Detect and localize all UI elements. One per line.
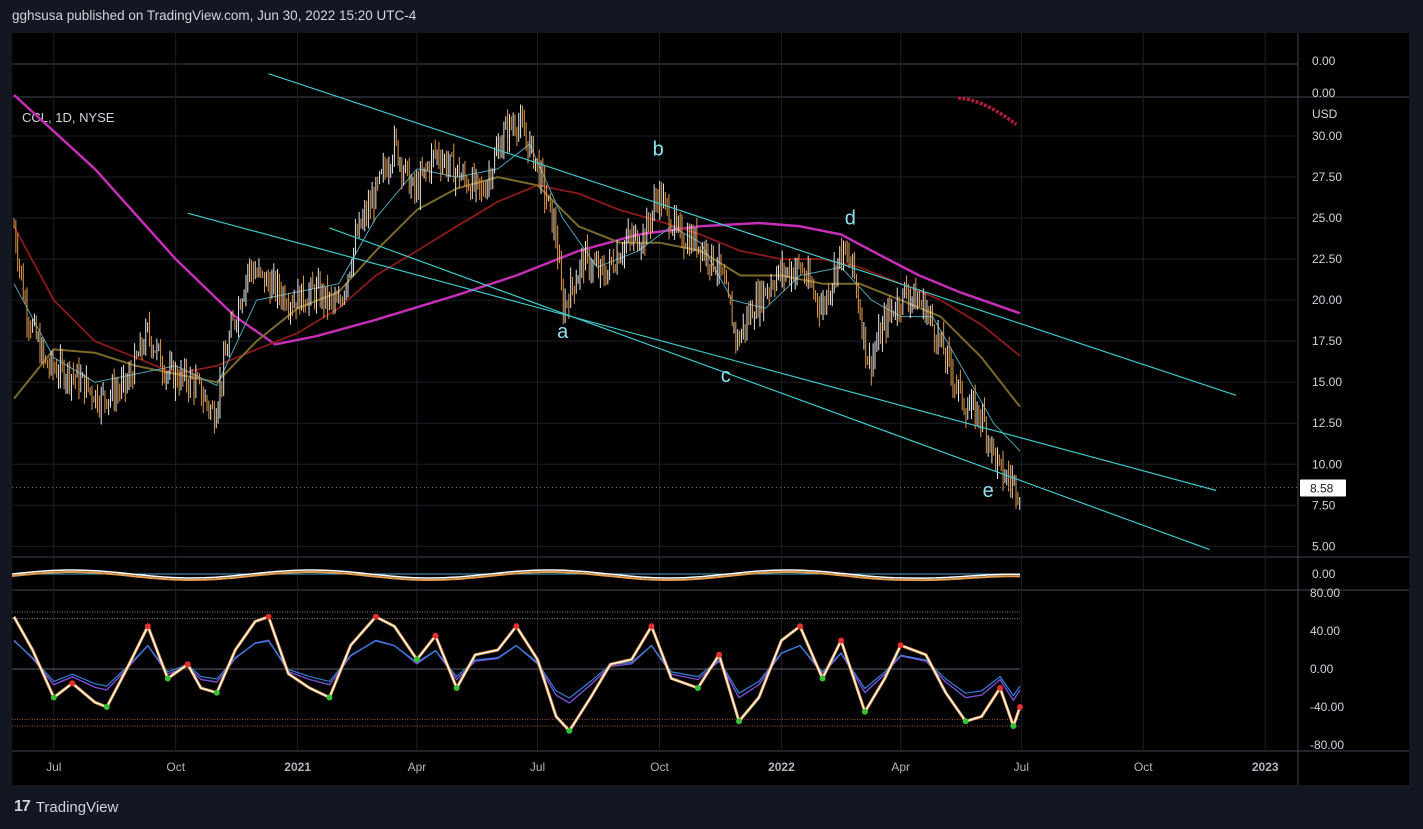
osc-peak-dot [372, 613, 379, 620]
chart-frame[interactable]: Jul Oct 2021 Apr Jul Oct 2022 Apr Jul Oct 2023 30.0… [12, 33, 1409, 785]
wave-label-e: e [983, 480, 994, 502]
x-tick-label: 2022 [768, 760, 795, 774]
mid-pane-line-a [12, 569, 1021, 579]
osc-trough-dot [50, 694, 57, 701]
top-pane-tick: 0.00 [1312, 86, 1336, 100]
mid-pane-tick: 0.00 [1312, 567, 1336, 581]
osc-peak-dot [997, 685, 1004, 691]
x-tick-label: Oct [166, 760, 185, 774]
top-pane-tick: 0.00 [1312, 54, 1336, 68]
osc-peak-dot [184, 661, 191, 668]
osc-trough-dot [736, 718, 743, 725]
osc-peak-dot [796, 623, 803, 630]
price-tick-label: 25.00 [1312, 211, 1342, 225]
trend-line [268, 73, 1237, 396]
wave-label-a: a [557, 321, 569, 343]
price-tick-label: 17.50 [1312, 334, 1342, 348]
osc-trough-dot [819, 675, 826, 682]
x-tick-label: Oct [650, 760, 669, 774]
osc-tick-label: 40.00 [1310, 624, 1340, 638]
osc-trough-dot [164, 675, 171, 682]
osc-peak-dot [432, 632, 439, 639]
osc-tick-label: 0.00 [1310, 662, 1334, 676]
osc-peak-dot [69, 680, 76, 687]
price-tick-label: 20.00 [1312, 293, 1342, 307]
ma-fast-line [13, 143, 1021, 452]
symbol-label: CCL, 1D, NYSE [22, 110, 115, 125]
currency-label: USD [1312, 107, 1338, 121]
price-tick-label: 7.50 [1312, 498, 1336, 512]
x-tick-label: Apr [408, 760, 427, 774]
osc-peak-dot [838, 637, 845, 644]
x-tick-label: 2023 [1252, 760, 1279, 774]
osc-peak-dot [513, 623, 520, 630]
osc-trough-dot [1010, 723, 1017, 729]
osc-peak-dot [1017, 704, 1023, 710]
price-bars [13, 104, 1021, 510]
wave-label-c: c [721, 365, 731, 387]
osc-trough-dot [962, 718, 969, 725]
last-price-badge [1300, 479, 1346, 497]
osc-tick-label: 80.00 [1310, 586, 1340, 600]
osc-peak-dot [144, 623, 151, 630]
x-tick-label: Jul [1014, 760, 1029, 774]
price-tick-label: 27.50 [1312, 170, 1342, 184]
wave-label-d: d [845, 208, 856, 230]
footer-brand-label: TradingView [35, 798, 119, 816]
price-tick-label: 12.50 [1312, 416, 1342, 430]
x-tick-label: Jul [46, 760, 61, 774]
osc-trough-dot [103, 704, 110, 710]
osc-trough-dot [694, 685, 701, 691]
price-tick-label: 30.00 [1312, 129, 1342, 143]
ma-overlay-segment [957, 96, 1018, 126]
osc-trough-dot [861, 708, 868, 715]
osc-tick-label: -80.00 [1310, 738, 1344, 752]
osc-trough-dot [326, 694, 333, 701]
x-tick-label: Oct [1134, 760, 1153, 774]
mid-pane-line-b [12, 571, 1021, 582]
trend-line [329, 227, 1210, 551]
last-price-label: 8.58 [1310, 482, 1334, 496]
osc-peak-dot [648, 623, 655, 630]
footer-brand[interactable]: 17 TradingView [14, 798, 118, 816]
tv-logo-icon: 17 [14, 798, 31, 815]
osc-trough-dot [213, 689, 220, 696]
price-tick-label: 5.00 [1312, 539, 1336, 553]
osc-trough-dot [453, 685, 460, 691]
price-chart[interactable]: Jul Oct 2021 Apr Jul Oct 2022 Apr Jul Oct 2023 30.0… [12, 33, 1409, 785]
osc-signal-line-blue [13, 640, 1021, 699]
price-tick-label: 10.00 [1312, 457, 1342, 471]
ma-mid-line [13, 176, 1021, 408]
osc-peak-dot [265, 613, 272, 620]
x-tick-label: Apr [891, 760, 910, 774]
osc-peak-dot [897, 642, 904, 649]
price-tick-label: 15.00 [1312, 375, 1342, 389]
osc-main-line-orange [12, 615, 1022, 733]
x-tick-label: 2021 [284, 760, 311, 774]
publisher-line: gghsusa published on TradingView.com, Ju… [12, 8, 417, 23]
ma-long-line [13, 94, 1021, 346]
osc-tick-label: -40.00 [1310, 700, 1344, 714]
wave-label-b: b [653, 139, 664, 161]
osc-peak-dot [716, 651, 723, 658]
trend-line [187, 212, 1217, 492]
x-tick-label: Jul [530, 760, 545, 774]
osc-trough-dot [413, 656, 420, 663]
osc-trough-dot [566, 727, 573, 734]
price-tick-label: 22.50 [1312, 252, 1342, 266]
